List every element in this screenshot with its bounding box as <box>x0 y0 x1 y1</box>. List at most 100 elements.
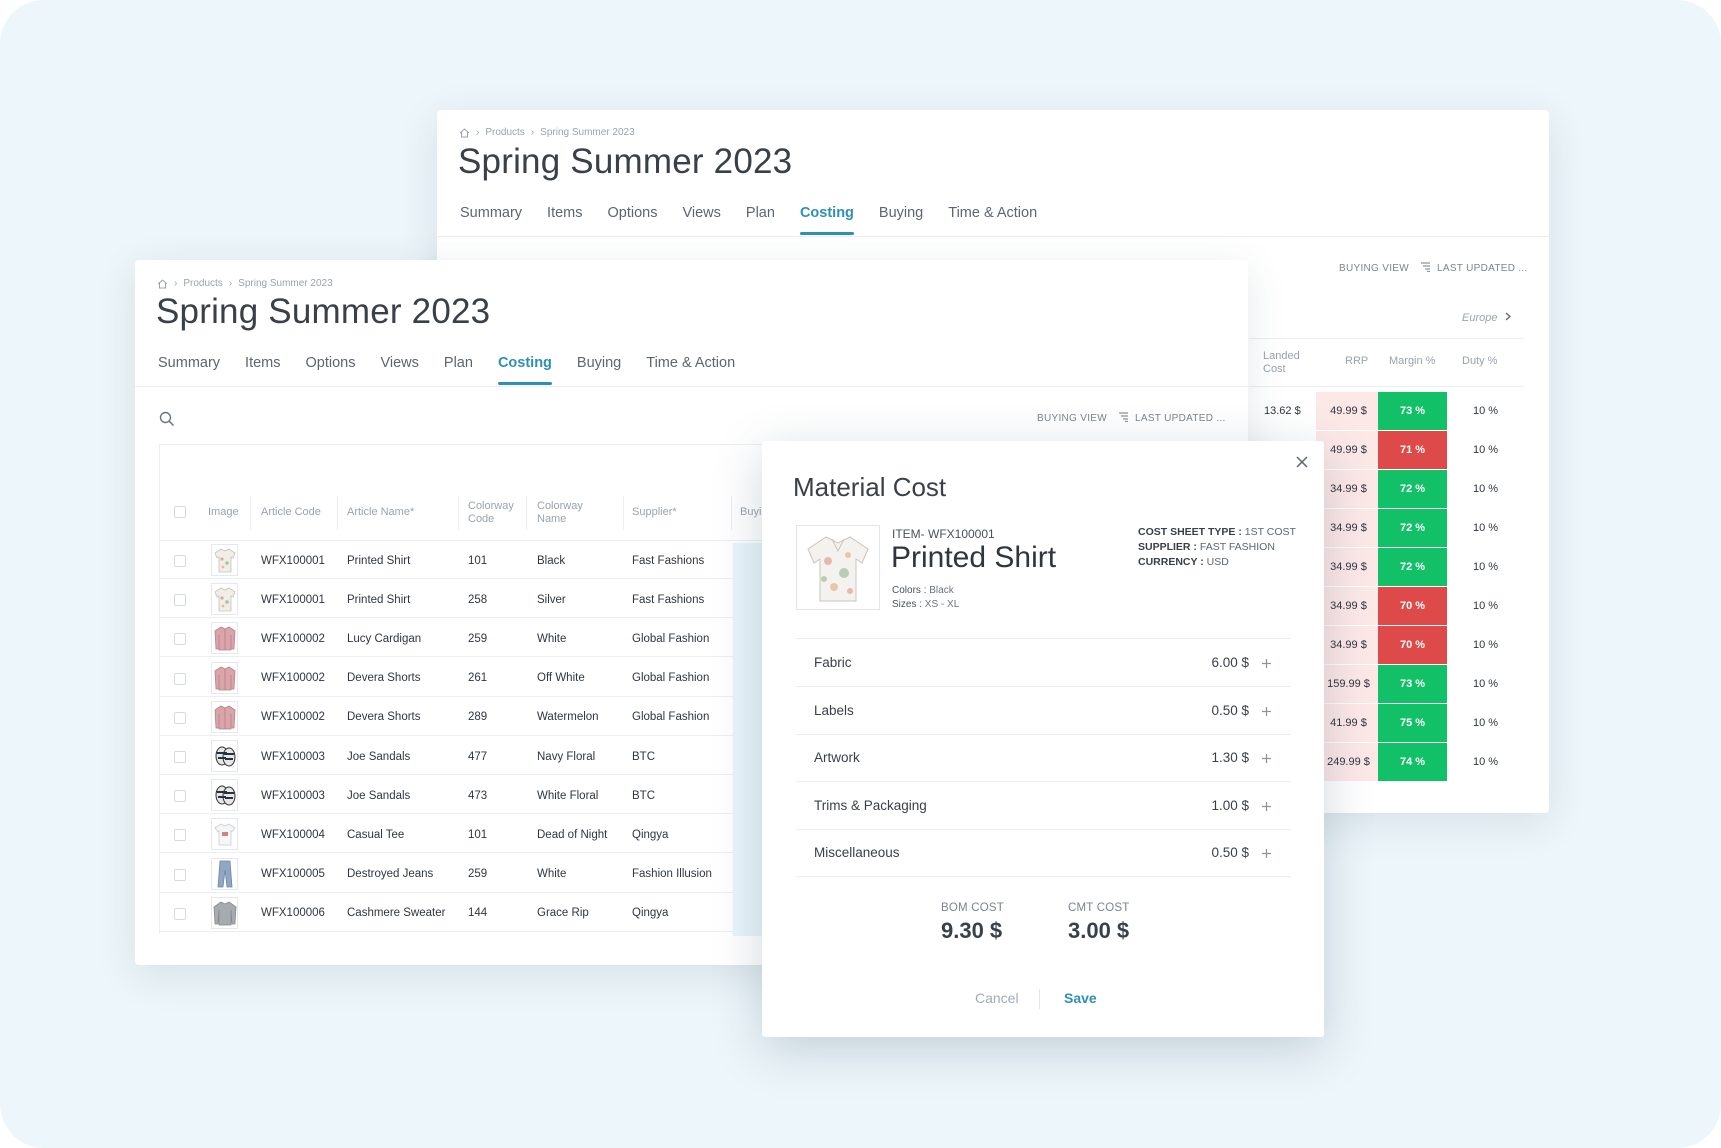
column-header-colorway-name[interactable]: Colorway Name <box>537 500 583 525</box>
column-header-duty[interactable]: Duty % <box>1462 355 1498 367</box>
table-row[interactable]: WFX100005 Destroyed Jeans 259 White Fashion … <box>159 856 733 893</box>
column-separator <box>337 496 338 530</box>
table-row[interactable]: 49.99 $71 % 10 % <box>1249 431 1524 469</box>
row-checkbox[interactable] <box>174 907 186 920</box>
plus-icon[interactable] <box>1261 656 1272 668</box>
tab-costing[interactable]: Costing <box>799 205 854 235</box>
article-name-cell: Joe Sandals <box>347 789 411 802</box>
table-row[interactable]: 34.99 $70 % 10 % <box>1249 587 1524 625</box>
cost-value: 6.00 $ <box>1211 655 1249 670</box>
row-checkbox[interactable] <box>174 711 186 724</box>
table-row[interactable]: WFX100002 Devera Shorts 261 Off White Global… <box>159 660 733 697</box>
save-button[interactable]: Save <box>1064 990 1097 1006</box>
row-checkbox[interactable] <box>174 751 186 763</box>
table-row[interactable]: WFX100001 Printed Shirt 258 Silver Fast Fash… <box>159 581 733 619</box>
supplier-cell: Fast Fashions <box>632 593 705 606</box>
table-row[interactable]: WFX100003 Joe Sandals 477 Navy Floral BTC <box>159 738 733 775</box>
buying-view-button[interactable]: BUYING VIEW <box>1339 263 1409 274</box>
column-header-rrp[interactable]: RRP <box>1345 355 1369 367</box>
plus-icon[interactable] <box>1261 704 1272 716</box>
plus-icon[interactable] <box>1261 846 1272 859</box>
plus-icon[interactable] <box>1261 751 1272 764</box>
tab-buying[interactable]: Buying <box>878 205 924 221</box>
search-icon[interactable] <box>159 411 175 432</box>
tab-time-action[interactable]: Time & Action <box>646 355 736 371</box>
colorway-code-cell: 259 <box>468 632 488 645</box>
tab-time-action[interactable]: Time & Action <box>948 205 1038 221</box>
article-code-cell: WFX100001 <box>261 593 325 606</box>
column-header-buying[interactable]: Buyi <box>740 506 762 518</box>
tab-summary[interactable]: Summary <box>158 355 221 371</box>
cancel-button[interactable]: Cancel <box>975 990 1019 1006</box>
last-updated-sort-button[interactable]: LAST UPDATED ... <box>1420 262 1528 275</box>
column-separator <box>526 496 527 530</box>
column-header-article-code[interactable]: Article Code <box>261 506 321 518</box>
row-checkbox[interactable] <box>174 633 186 646</box>
row-checkbox[interactable] <box>174 868 186 881</box>
table-row[interactable]: WFX100001 Printed Shirt 101 Black Fast Fashi… <box>159 542 733 579</box>
cost-sheet-info: COST SHEET TYPE : 1ST COST SUPPLIER : FA… <box>1138 525 1296 570</box>
tab-costing[interactable]: Costing <box>497 355 552 385</box>
table-row[interactable]: WFX100004 Casual Tee 101 Dead of Night Qingy… <box>159 816 733 854</box>
column-header-supplier[interactable]: Supplier* <box>632 506 677 518</box>
plus-icon[interactable] <box>1261 799 1272 811</box>
tab-views[interactable]: Views <box>682 205 721 221</box>
product-image <box>796 525 880 610</box>
colorway-name-cell: Black <box>537 554 566 567</box>
table-row[interactable]: 249.99 $74 % 10 % <box>1249 743 1524 781</box>
colors-label: Colors : <box>892 585 927 596</box>
rrp-cell: 34.99 $ <box>1316 470 1381 508</box>
buying-view-button[interactable]: BUYING VIEW <box>1037 413 1107 424</box>
table-row[interactable]: WFX100003 Joe Sandals 473 White Floral BTC <box>159 777 733 815</box>
table-row[interactable]: 34.99 $72 % 10 % <box>1249 509 1524 547</box>
header-divider <box>159 540 764 541</box>
tab-summary[interactable]: Summary <box>460 205 523 221</box>
column-header-landed-cost[interactable]: Landed Cost <box>1263 350 1300 375</box>
tab-plan[interactable]: Plan <box>745 205 775 221</box>
duty-cell: 10 % <box>1473 522 1499 534</box>
table-row[interactable]: 34.99 $72 % 10 % <box>1249 470 1524 508</box>
region-selector[interactable]: Europe <box>1462 312 1512 324</box>
table-row[interactable]: 41.99 $75 % 10 % <box>1249 704 1524 742</box>
tab-buying[interactable]: Buying <box>576 355 622 371</box>
tab-views[interactable]: Views <box>380 355 419 371</box>
tab-items[interactable]: Items <box>547 205 583 221</box>
tab-options[interactable]: Options <box>607 205 658 221</box>
column-header-article-name[interactable]: Article Name* <box>347 506 415 518</box>
article-name-cell: Casual Tee <box>347 828 405 841</box>
row-checkbox[interactable] <box>174 790 186 803</box>
close-icon[interactable] <box>1294 454 1310 470</box>
row-checkbox[interactable] <box>174 555 186 567</box>
select-all-checkbox[interactable] <box>174 506 186 518</box>
row-checkbox[interactable] <box>174 672 186 685</box>
table-row[interactable]: WFX100006 Cashmere Sweater 144 Grace Rip Qin… <box>159 895 733 932</box>
breadcrumb-products[interactable]: Products <box>485 127 525 138</box>
row-checkbox[interactable] <box>174 829 186 842</box>
table-row[interactable]: 13.62 $ 49.99 $73 % 10 % <box>1249 392 1524 430</box>
tab-options[interactable]: Options <box>305 355 356 371</box>
table-row[interactable]: 34.99 $70 % 10 % <box>1249 626 1524 664</box>
column-header-colorway-code[interactable]: Colorway Code <box>468 500 514 525</box>
cost-sheet-type-value: 1ST COST <box>1244 526 1296 538</box>
home-icon[interactable] <box>157 278 168 289</box>
breadcrumb-separator: › <box>476 127 480 138</box>
colorway-name-cell: Navy Floral <box>537 750 596 763</box>
margin-cell: 75 % <box>1378 704 1447 742</box>
breadcrumb-products[interactable]: Products <box>183 278 223 289</box>
home-icon[interactable] <box>459 127 470 138</box>
bom-cost-label: BOM COST <box>941 902 1004 914</box>
rrp-cell: 159.99 $ <box>1316 665 1381 703</box>
tab-plan[interactable]: Plan <box>443 355 473 371</box>
table-row[interactable]: 159.99 $73 % 10 % <box>1249 665 1524 703</box>
last-updated-sort-button[interactable]: LAST UPDATED ... <box>1118 412 1226 425</box>
column-header-margin[interactable]: Margin % <box>1389 355 1436 367</box>
row-checkbox[interactable] <box>174 594 186 607</box>
product-name: Printed Shirt <box>891 541 1057 574</box>
tab-items[interactable]: Items <box>245 355 281 371</box>
table-row[interactable]: 34.99 $72 % 10 % <box>1249 548 1524 586</box>
article-name-cell: Printed Shirt <box>347 593 411 606</box>
margin-cell: 72 % <box>1378 548 1447 586</box>
table-row[interactable]: WFX100002 Lucy Cardigan 259 White Global Fas… <box>159 620 733 658</box>
table-row[interactable]: WFX100002 Devera Shorts 289 Watermelon Globa… <box>159 699 733 736</box>
cmt-cost-value: 3.00 $ <box>1068 918 1130 943</box>
